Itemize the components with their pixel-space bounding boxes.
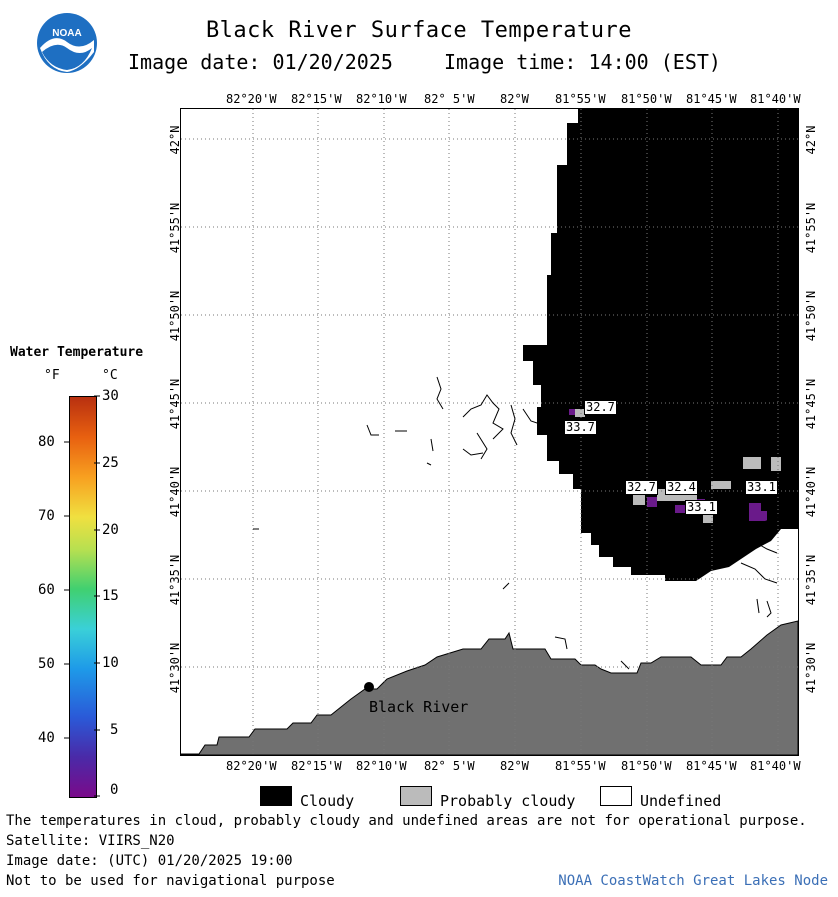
lat-tick: 41°40'N xyxy=(168,466,182,518)
scale-f-label: 40 xyxy=(38,730,55,746)
lat-tick: 41°50'N xyxy=(168,290,182,342)
satellite-text: Satellite: VIIRS_N20 xyxy=(6,833,175,849)
lon-tick: 81°40'W xyxy=(750,92,801,106)
temp-label: 32.4 xyxy=(665,480,698,495)
lat-tick: 41°50'N xyxy=(804,290,818,342)
legend-unit-f: °F xyxy=(44,368,60,383)
image-date-label: Image date: 01/20/2025 xyxy=(128,50,393,74)
map-area[interactable]: Black River 32.7 33.7 32.7 32.4 33.1 33.… xyxy=(181,109,798,755)
lon-tick: 81°55'W xyxy=(555,92,606,106)
lon-tick: 81°45'W xyxy=(686,759,737,773)
scale-f-label: 50 xyxy=(38,656,55,672)
lat-tick: 42°N xyxy=(804,125,818,155)
scale-f-label: 70 xyxy=(38,508,55,524)
image-time-label: Image time: 14:00 (EST) xyxy=(444,50,721,74)
lat-tick: 41°55'N xyxy=(804,202,818,254)
undefined-swatch xyxy=(600,786,632,806)
lon-tick: 82° 5'W xyxy=(424,759,475,773)
lon-tick: 82°W xyxy=(500,92,529,106)
lat-tick: 41°30'N xyxy=(804,642,818,694)
land-shoreline xyxy=(181,620,798,755)
lon-tick: 82°15'W xyxy=(291,92,342,106)
lat-tick: 41°55'N xyxy=(168,202,182,254)
undefined-label: Undefined xyxy=(640,792,722,810)
credit-text: NOAA CoastWatch Great Lakes Node xyxy=(558,873,828,889)
lon-tick: 81°45'W xyxy=(686,92,737,106)
scale-f-label: 80 xyxy=(38,434,55,450)
scale-c-label: 10 xyxy=(102,655,119,671)
noaa-logo: NOAA xyxy=(36,12,98,74)
lon-tick: 82° 5'W xyxy=(424,92,475,106)
temp-label: 33.7 xyxy=(564,420,597,435)
lon-tick: 82°15'W xyxy=(291,759,342,773)
black-river-marker xyxy=(364,682,374,692)
lon-tick: 81°50'W xyxy=(621,92,672,106)
utc-date-text: Image date: (UTC) 01/20/2025 19:00 xyxy=(6,853,293,869)
ice-edges xyxy=(253,376,792,670)
lat-tick: 41°40'N xyxy=(804,466,818,518)
lat-tick: 41°45'N xyxy=(804,378,818,430)
probably-cloudy-swatch xyxy=(400,786,432,806)
nav-warning-text: Not to be used for navigational purpose xyxy=(6,873,335,889)
scale-c-label: 15 xyxy=(102,588,119,604)
cloudy-label: Cloudy xyxy=(300,792,355,810)
lon-tick: 82°10'W xyxy=(356,759,407,773)
scale-tick-marks xyxy=(64,395,100,797)
lon-tick: 82°10'W xyxy=(356,92,407,106)
lat-tick: 41°35'N xyxy=(168,554,182,606)
scale-c-label: 0 xyxy=(110,782,119,798)
lon-tick: 81°55'W xyxy=(555,759,606,773)
lon-tick: 82°20'W xyxy=(226,92,277,106)
scale-c-label: 20 xyxy=(102,522,119,538)
temp-label: 32.7 xyxy=(625,480,658,495)
color-scale-bar xyxy=(69,396,97,798)
probably-cloudy-label: Probably cloudy xyxy=(440,792,576,810)
lon-tick: 81°50'W xyxy=(621,759,672,773)
legend-title: Water Temperature xyxy=(10,345,144,360)
scale-c-label: 30 xyxy=(102,388,119,404)
lat-tick: 41°35'N xyxy=(804,554,818,606)
lat-tick: 42°N xyxy=(168,125,182,155)
temp-label: 33.1 xyxy=(745,480,778,495)
lon-tick: 82°20'W xyxy=(226,759,277,773)
lon-tick: 82°W xyxy=(500,759,529,773)
page-title: Black River Surface Temperature xyxy=(205,18,633,43)
svg-text:NOAA: NOAA xyxy=(52,28,81,39)
graticule xyxy=(181,109,798,755)
lon-tick: 81°40'W xyxy=(750,759,801,773)
lat-tick: 41°30'N xyxy=(168,642,182,694)
scale-c-label: 5 xyxy=(110,722,119,738)
legend-unit-c: °C xyxy=(102,368,118,383)
scale-c-label: 25 xyxy=(102,455,119,471)
lat-tick: 41°45'N xyxy=(168,378,182,430)
disclaimer-text: The temperatures in cloud, probably clou… xyxy=(6,813,807,829)
temp-label: 32.7 xyxy=(584,400,617,415)
temp-label: 33.1 xyxy=(685,500,718,515)
scale-f-label: 60 xyxy=(38,582,55,598)
cloudy-swatch xyxy=(260,786,292,806)
place-label-black-river: Black River xyxy=(369,698,469,716)
